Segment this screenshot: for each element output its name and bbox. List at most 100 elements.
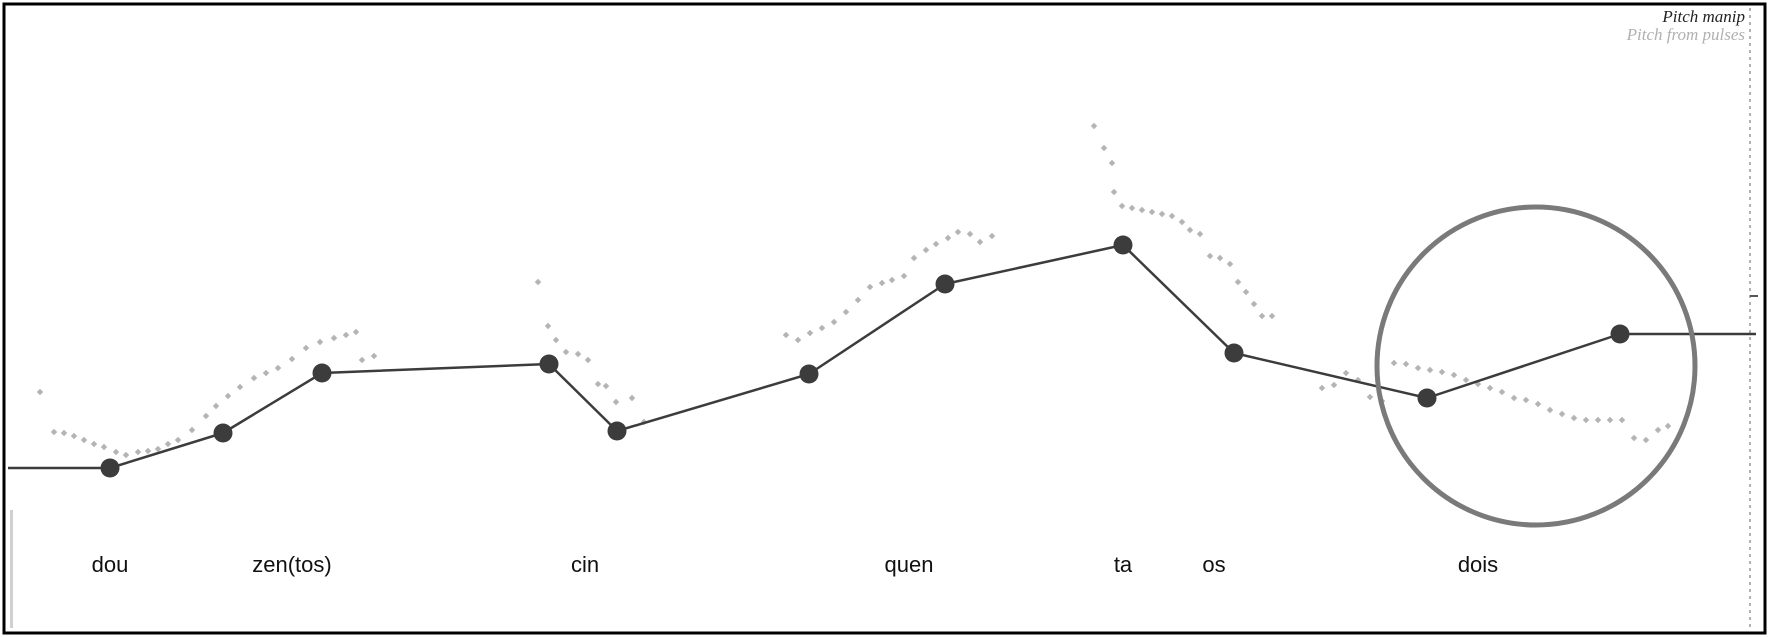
pulse-point	[976, 238, 984, 246]
manip-point[interactable]	[100, 458, 120, 478]
pulse-point	[1498, 388, 1506, 396]
pulse-point	[954, 228, 962, 236]
pulse-point	[794, 336, 802, 344]
pulse-point	[154, 445, 162, 453]
pulse-point	[1242, 288, 1250, 296]
pulse-point	[878, 279, 886, 287]
pulse-point	[1258, 312, 1266, 320]
pulse-point	[112, 448, 120, 456]
pulse-point	[70, 432, 78, 440]
pulse-point	[806, 329, 814, 337]
pulse-point	[1100, 144, 1108, 152]
pulse-point	[250, 374, 258, 382]
pulse-point	[584, 356, 592, 364]
pulses-series	[36, 122, 1672, 459]
pulse-point	[1450, 371, 1458, 379]
manip-point[interactable]	[1610, 324, 1630, 344]
pulse-point	[1148, 208, 1156, 216]
left-scroll-edge	[10, 510, 13, 628]
pulse-point	[944, 234, 952, 242]
manip-point[interactable]	[1224, 343, 1244, 363]
pulse-point	[1366, 393, 1374, 401]
pulse-point	[50, 428, 58, 436]
pulse-point	[60, 429, 68, 437]
manip-point[interactable]	[312, 363, 332, 383]
pulse-point	[1342, 369, 1350, 377]
pulse-point	[1438, 368, 1446, 376]
manip-point[interactable]	[607, 421, 627, 441]
pulse-point	[1570, 414, 1578, 422]
syllable-label: dou	[92, 552, 129, 577]
pulse-point	[1216, 254, 1224, 262]
pulse-point	[544, 322, 552, 330]
pulse-point	[1546, 406, 1554, 414]
manip-point[interactable]	[539, 354, 559, 374]
pulse-point	[594, 380, 602, 388]
pulse-point	[866, 283, 874, 291]
pulse-point	[1206, 252, 1214, 260]
pulse-point	[842, 308, 850, 316]
pulse-point	[80, 436, 88, 444]
pulse-point	[370, 352, 378, 360]
pulse-point	[900, 272, 908, 280]
pulse-point	[1108, 159, 1116, 167]
pulse-point	[122, 451, 130, 459]
pulse-point	[342, 331, 350, 339]
syllable-labels: dou zen(tos) cin quen ta os dois	[92, 552, 1499, 577]
pulse-point	[134, 448, 142, 456]
manip-point[interactable]	[799, 364, 819, 384]
highlight-circle	[1374, 204, 1698, 528]
pulse-point	[574, 350, 582, 358]
pulse-point	[224, 392, 232, 400]
pulse-point	[818, 324, 826, 332]
pulse-point	[854, 296, 862, 304]
pulse-point	[1090, 122, 1098, 130]
pulse-point	[628, 394, 636, 402]
pulse-point	[966, 230, 974, 238]
pulse-point	[90, 440, 98, 448]
pulse-point	[1534, 400, 1542, 408]
pulse-point	[274, 364, 282, 372]
pulse-point	[602, 382, 610, 390]
pulse-point	[1414, 364, 1422, 372]
pulse-point	[1486, 384, 1494, 392]
pulse-point	[552, 336, 560, 344]
pulse-point	[932, 240, 940, 248]
pulse-point	[236, 383, 244, 391]
manip-point[interactable]	[213, 423, 233, 443]
pulse-point	[36, 388, 44, 396]
pulse-point	[174, 436, 182, 444]
pulse-point	[562, 348, 570, 356]
pulse-point	[534, 278, 542, 286]
pulse-point	[144, 447, 152, 455]
pulse-point	[1226, 260, 1234, 268]
pulse-point	[1582, 416, 1590, 424]
pulse-point	[922, 246, 930, 254]
pulse-point	[1196, 230, 1204, 238]
pulse-point	[1462, 376, 1470, 384]
pulse-point	[212, 402, 220, 410]
pulse-point	[188, 426, 196, 434]
pulse-point	[1642, 436, 1650, 444]
pulse-point	[358, 356, 366, 364]
manip-point[interactable]	[1417, 388, 1437, 408]
syllable-label: cin	[571, 552, 599, 577]
pulse-point	[1654, 426, 1662, 434]
pulse-point	[988, 232, 996, 240]
pulse-point	[888, 276, 896, 284]
pulse-point	[352, 328, 360, 336]
pulse-point	[1630, 434, 1638, 442]
pulse-point	[1402, 360, 1410, 368]
manip-point[interactable]	[1113, 235, 1133, 255]
pulse-point	[302, 344, 310, 352]
manipulation-series	[8, 235, 1756, 478]
pulse-point	[1510, 394, 1518, 402]
legend-pitch-from-pulses: Pitch from pulses	[1626, 25, 1745, 44]
pulse-point	[1558, 410, 1566, 418]
pulse-point	[100, 443, 108, 451]
pulse-point	[1426, 366, 1434, 374]
manip-point[interactable]	[935, 274, 955, 294]
pulse-point	[1664, 422, 1672, 430]
